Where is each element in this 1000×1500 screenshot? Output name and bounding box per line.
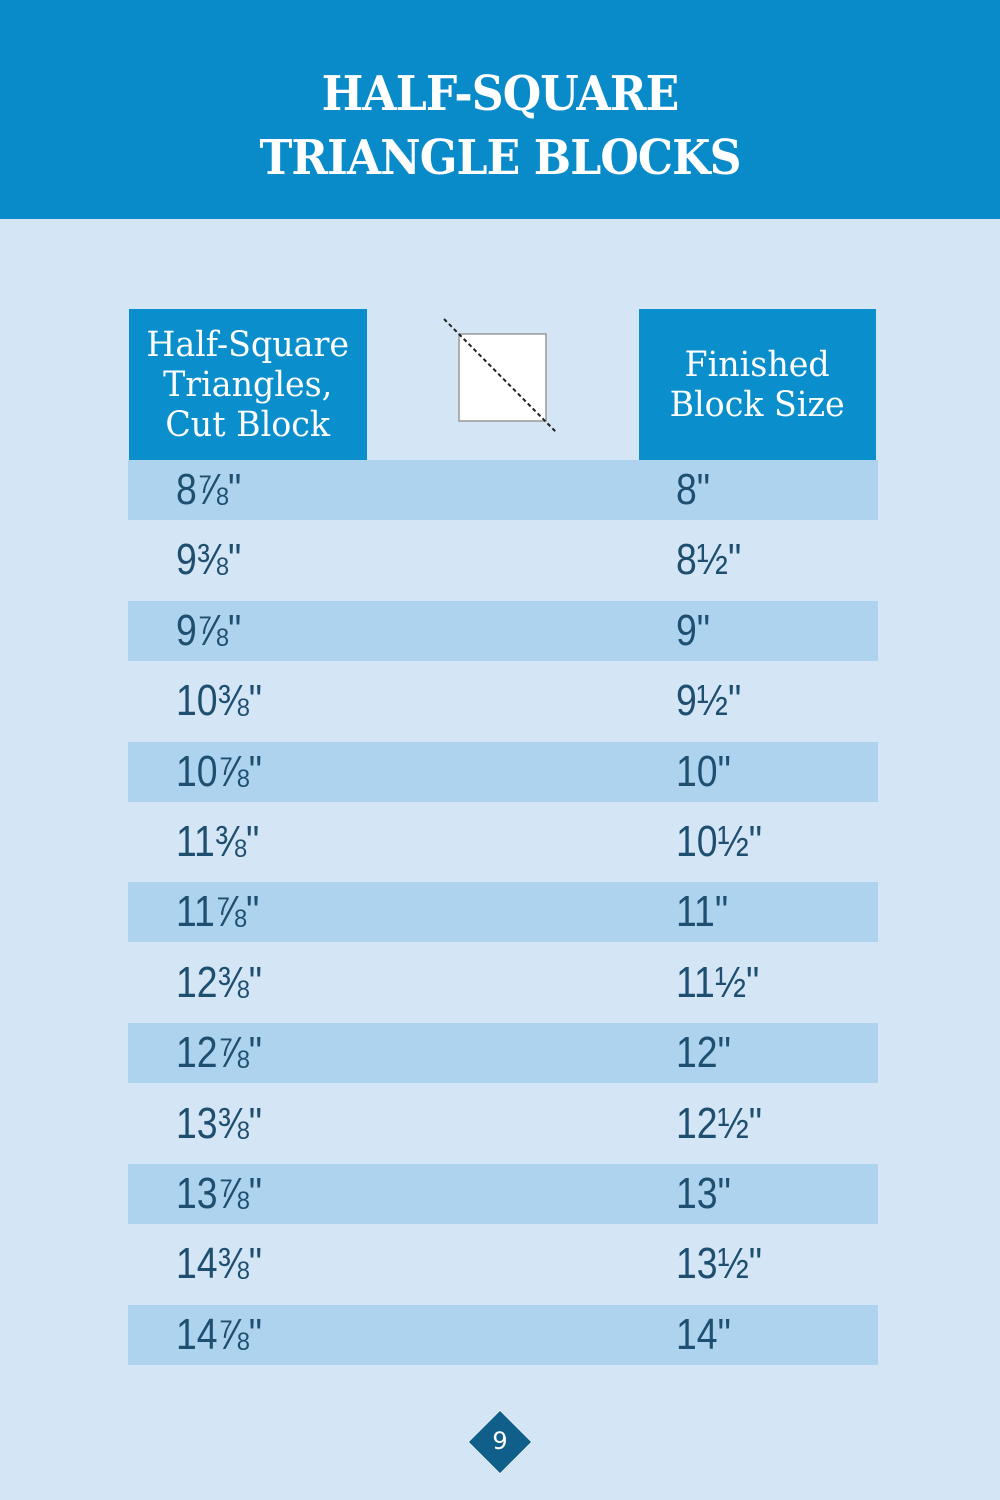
size-table: 8⅞" 8" 9⅜" 8½" 9⅞" 9" 10⅜" 9½" 10⅞" 10" 11⅜" 10½" 11… [128, 455, 878, 1370]
finished-size-cell: 12" [676, 1028, 731, 1078]
cut-size-cell: 8⅞" [176, 465, 242, 514]
cut-size-cell: 14⅜" [176, 1239, 263, 1289]
table-row: 14⅜" 13½" [128, 1229, 878, 1299]
header-line: Cut Block [165, 404, 331, 445]
title-line-2: TRIANGLE BLOCKS [259, 130, 741, 186]
table-row: 8⅞" 8" [128, 455, 878, 525]
finished-size-cell: 11½" [676, 957, 760, 1007]
finished-size-cell: 8" [676, 465, 711, 514]
cut-size-cell: 13⅜" [176, 1098, 263, 1148]
finished-size-cell: 14" [676, 1309, 731, 1359]
finished-size-cell: 9" [676, 605, 711, 655]
cut-size-cell: 14⅞" [176, 1309, 263, 1359]
cut-size-cell: 9⅞" [176, 605, 242, 655]
finished-size-cell: 12½" [676, 1098, 763, 1148]
table-row: 9⅜" 8½" [128, 525, 878, 595]
cut-size-cell: 11⅞" [176, 887, 260, 937]
finished-size-cell: 9½" [676, 676, 742, 726]
table-row: 14⅞" 14" [128, 1300, 878, 1370]
finished-size-cell: 13½" [676, 1239, 763, 1289]
half-square-triangle-diagram-icon [443, 318, 557, 433]
finished-size-cell: 10" [676, 746, 731, 796]
table-row: 13⅞" 13" [128, 1159, 878, 1229]
finished-size-cell: 13" [676, 1168, 731, 1218]
table-row: 10⅜" 9½" [128, 666, 878, 736]
table-row: 13⅜" 12½" [128, 1089, 878, 1159]
header-line: Block Size [669, 384, 846, 425]
table-row: 10⅞" 10" [128, 737, 878, 807]
table-row: 12⅞" 12" [128, 1018, 878, 1088]
table-row: 11⅞" 11" [128, 877, 878, 947]
cut-size-cell: 9⅜" [176, 535, 242, 585]
cut-size-cell: 13⅞" [176, 1168, 263, 1218]
title-line-1: HALF-SQUARE [321, 66, 680, 122]
cut-size-cell: 10⅜" [176, 676, 263, 726]
header-line: Half-Square [146, 324, 350, 365]
cut-size-cell: 11⅜" [176, 816, 260, 866]
cut-size-cell: 10⅞" [176, 746, 263, 796]
table-row: 9⅞" 9" [128, 596, 878, 666]
table-row: 11⅜" 10½" [128, 807, 878, 877]
page-number: 9 [492, 1427, 508, 1455]
finished-size-cell: 10½" [676, 816, 763, 866]
header-finished-size: Finished Block Size [639, 309, 876, 460]
cut-size-cell: 12⅞" [176, 1028, 263, 1078]
title-banner: HALF-SQUARE TRIANGLE BLOCKS [0, 0, 1000, 219]
header-cut-block: Half-Square Triangles, Cut Block [129, 309, 367, 460]
table-row: 12⅜" 11½" [128, 948, 878, 1018]
header-line: Triangles, [163, 364, 333, 405]
cut-size-cell: 12⅜" [176, 957, 263, 1007]
page-title: HALF-SQUARE TRIANGLE BLOCKS [40, 0, 960, 190]
finished-size-cell: 11" [676, 887, 729, 937]
header-line: Finished [684, 344, 831, 385]
finished-size-cell: 8½" [676, 535, 742, 585]
